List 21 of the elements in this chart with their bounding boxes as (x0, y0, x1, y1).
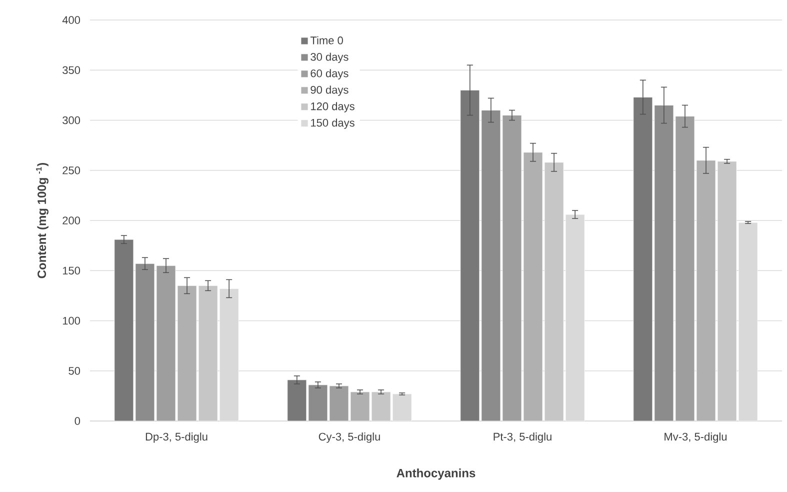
y-tick-label: 0 (74, 417, 80, 425)
legend-label: 90 days (310, 86, 348, 96)
x-tick-label: Cy-3, 5-diglu (318, 432, 380, 443)
y-tick-label: 300 (62, 116, 80, 124)
x-tick-label: Pt-3, 5-diglu (494, 432, 552, 443)
legend-label: 60 days (310, 69, 348, 80)
y-axis-title: Content (mg 100g $^{-1}$) (36, 162, 48, 278)
x-axis-title: Anthocyanins (396, 468, 476, 480)
legend-label: Time 0 (310, 36, 343, 44)
x-tick-label: Mv-3, 5-diglu (664, 432, 727, 443)
y-tick-label: 400 (62, 16, 80, 24)
y-tick-label: 250 (62, 166, 80, 174)
y-tick-label: 200 (62, 216, 80, 224)
legend-label: 150 days (311, 118, 354, 129)
y-tick-label: 150 (62, 266, 80, 275)
legend-label: 120 days (311, 102, 354, 112)
y-tick-label: 350 (62, 66, 80, 74)
x-tick-label: Dp-3, 5-diglu (146, 432, 208, 443)
y-tick-label: 100 (62, 316, 80, 325)
legend-label: 30 days (310, 52, 348, 63)
y-tick-label: 50 (68, 366, 80, 375)
